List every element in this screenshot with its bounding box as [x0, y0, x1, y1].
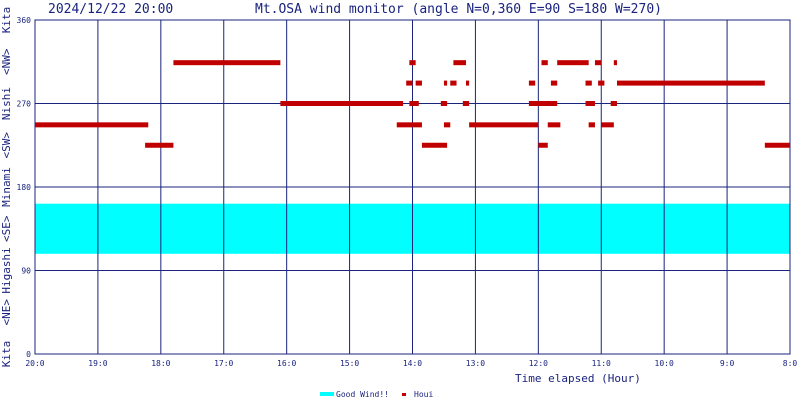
x-tick-label: 19:0 [88, 359, 107, 368]
y-tick-label: 270 [17, 100, 32, 109]
houi-mark [145, 142, 174, 148]
x-tick-label: 20:0 [25, 359, 44, 368]
houi-marks-layer [35, 60, 790, 148]
y-axis-label-segment: Minami [0, 167, 13, 207]
x-tick-label: 8:0 [783, 359, 798, 368]
houi-mark [538, 142, 548, 148]
houi-mark [764, 142, 790, 148]
houi-mark [35, 122, 149, 128]
houi-mark [440, 101, 448, 106]
houi-mark [409, 60, 416, 66]
x-tick-label: 11:0 [592, 359, 611, 368]
houi-mark [610, 101, 617, 106]
x-tick-label: 9:0 [720, 359, 735, 368]
y-axis-label-segment: <SW> [0, 132, 13, 159]
y-tick-label: 180 [17, 183, 32, 192]
legend-good-wind-swatch [320, 392, 334, 396]
houi-mark [541, 60, 548, 66]
legend-houi-label: Houi [414, 390, 433, 399]
houi-mark [443, 80, 448, 86]
houi-mark [585, 101, 595, 106]
y-axis-label-segment: <SE> [0, 215, 13, 242]
x-tick-label: 10:0 [655, 359, 674, 368]
houi-mark [616, 80, 765, 86]
legend-good-wind-label: Good Wind!! [336, 390, 389, 399]
houi-mark [528, 80, 536, 86]
houi-mark [396, 122, 422, 128]
houi-mark [406, 80, 413, 86]
x-tick-label: 14:0 [403, 359, 422, 368]
houi-mark [443, 122, 451, 128]
houi-mark [528, 101, 558, 106]
x-tick-label: 17:0 [214, 359, 233, 368]
y-tick-label: 360 [17, 16, 32, 25]
houi-mark [409, 101, 419, 106]
houi-mark [613, 60, 617, 66]
chart-timestamp: 2024/12/22 20:00 [48, 2, 173, 17]
y-axis-label-segment: Nishi [0, 87, 13, 120]
x-tick-label: 16:0 [277, 359, 296, 368]
houi-mark [462, 101, 470, 106]
grid-layer [34, 19, 791, 355]
houi-mark [598, 80, 605, 86]
houi-mark [415, 80, 422, 86]
y-tick-label: 0 [26, 350, 31, 359]
houi-mark [280, 101, 404, 106]
chart-title: Mt.OSA wind monitor (angle N=0,360 E=90 … [255, 2, 662, 17]
y-axis-label-segment: Higashi [0, 247, 13, 293]
houi-mark [557, 60, 589, 66]
y-axis-label-segment: Kita [0, 7, 13, 34]
x-tick-label: 13:0 [466, 359, 485, 368]
y-axis-label-layer: Kita <NE> Higashi <SE> Minami <SW> Nishi <NW> Ki… [0, 7, 13, 368]
legend: Good Wind!! Houi [320, 390, 433, 399]
houi-mark [469, 122, 539, 128]
legend-houi-swatch [402, 393, 406, 396]
houi-mark [601, 122, 614, 128]
houi-mark [594, 60, 602, 66]
houi-mark [421, 142, 448, 148]
houi-mark [450, 80, 457, 86]
houi-mark [588, 122, 595, 128]
x-tick-label: 18:0 [151, 359, 170, 368]
x-tick-label: 12:0 [529, 359, 548, 368]
houi-mark [550, 80, 558, 86]
houi-mark [547, 122, 561, 128]
x-tick-label: 15:0 [340, 359, 359, 368]
houi-mark [173, 60, 281, 66]
houi-mark [453, 60, 466, 66]
houi-mark [585, 80, 592, 86]
y-axis-label-segment: Kita [0, 341, 13, 368]
y-axis-label-segment: <NW> [0, 48, 13, 75]
x-axis-label: Time elapsed (Hour) [515, 372, 641, 385]
y-tick-label: 90 [21, 267, 31, 276]
tick-label-layer: 20:0 19:0 18:0 17:0 16:0 15:0 14:0 13:0 12:0 11:0… [17, 16, 798, 368]
y-axis-label-segment: <NE> [0, 299, 13, 326]
houi-mark [465, 80, 470, 86]
